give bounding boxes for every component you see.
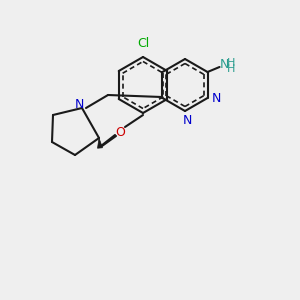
Text: O: O — [115, 125, 125, 139]
Text: Cl: Cl — [137, 37, 149, 50]
Text: N: N — [74, 98, 84, 112]
Text: H: H — [227, 64, 236, 74]
Polygon shape — [98, 138, 103, 148]
Text: N: N — [182, 114, 192, 127]
Text: N: N — [220, 58, 229, 71]
Text: N: N — [212, 92, 221, 104]
Text: H: H — [227, 58, 236, 68]
